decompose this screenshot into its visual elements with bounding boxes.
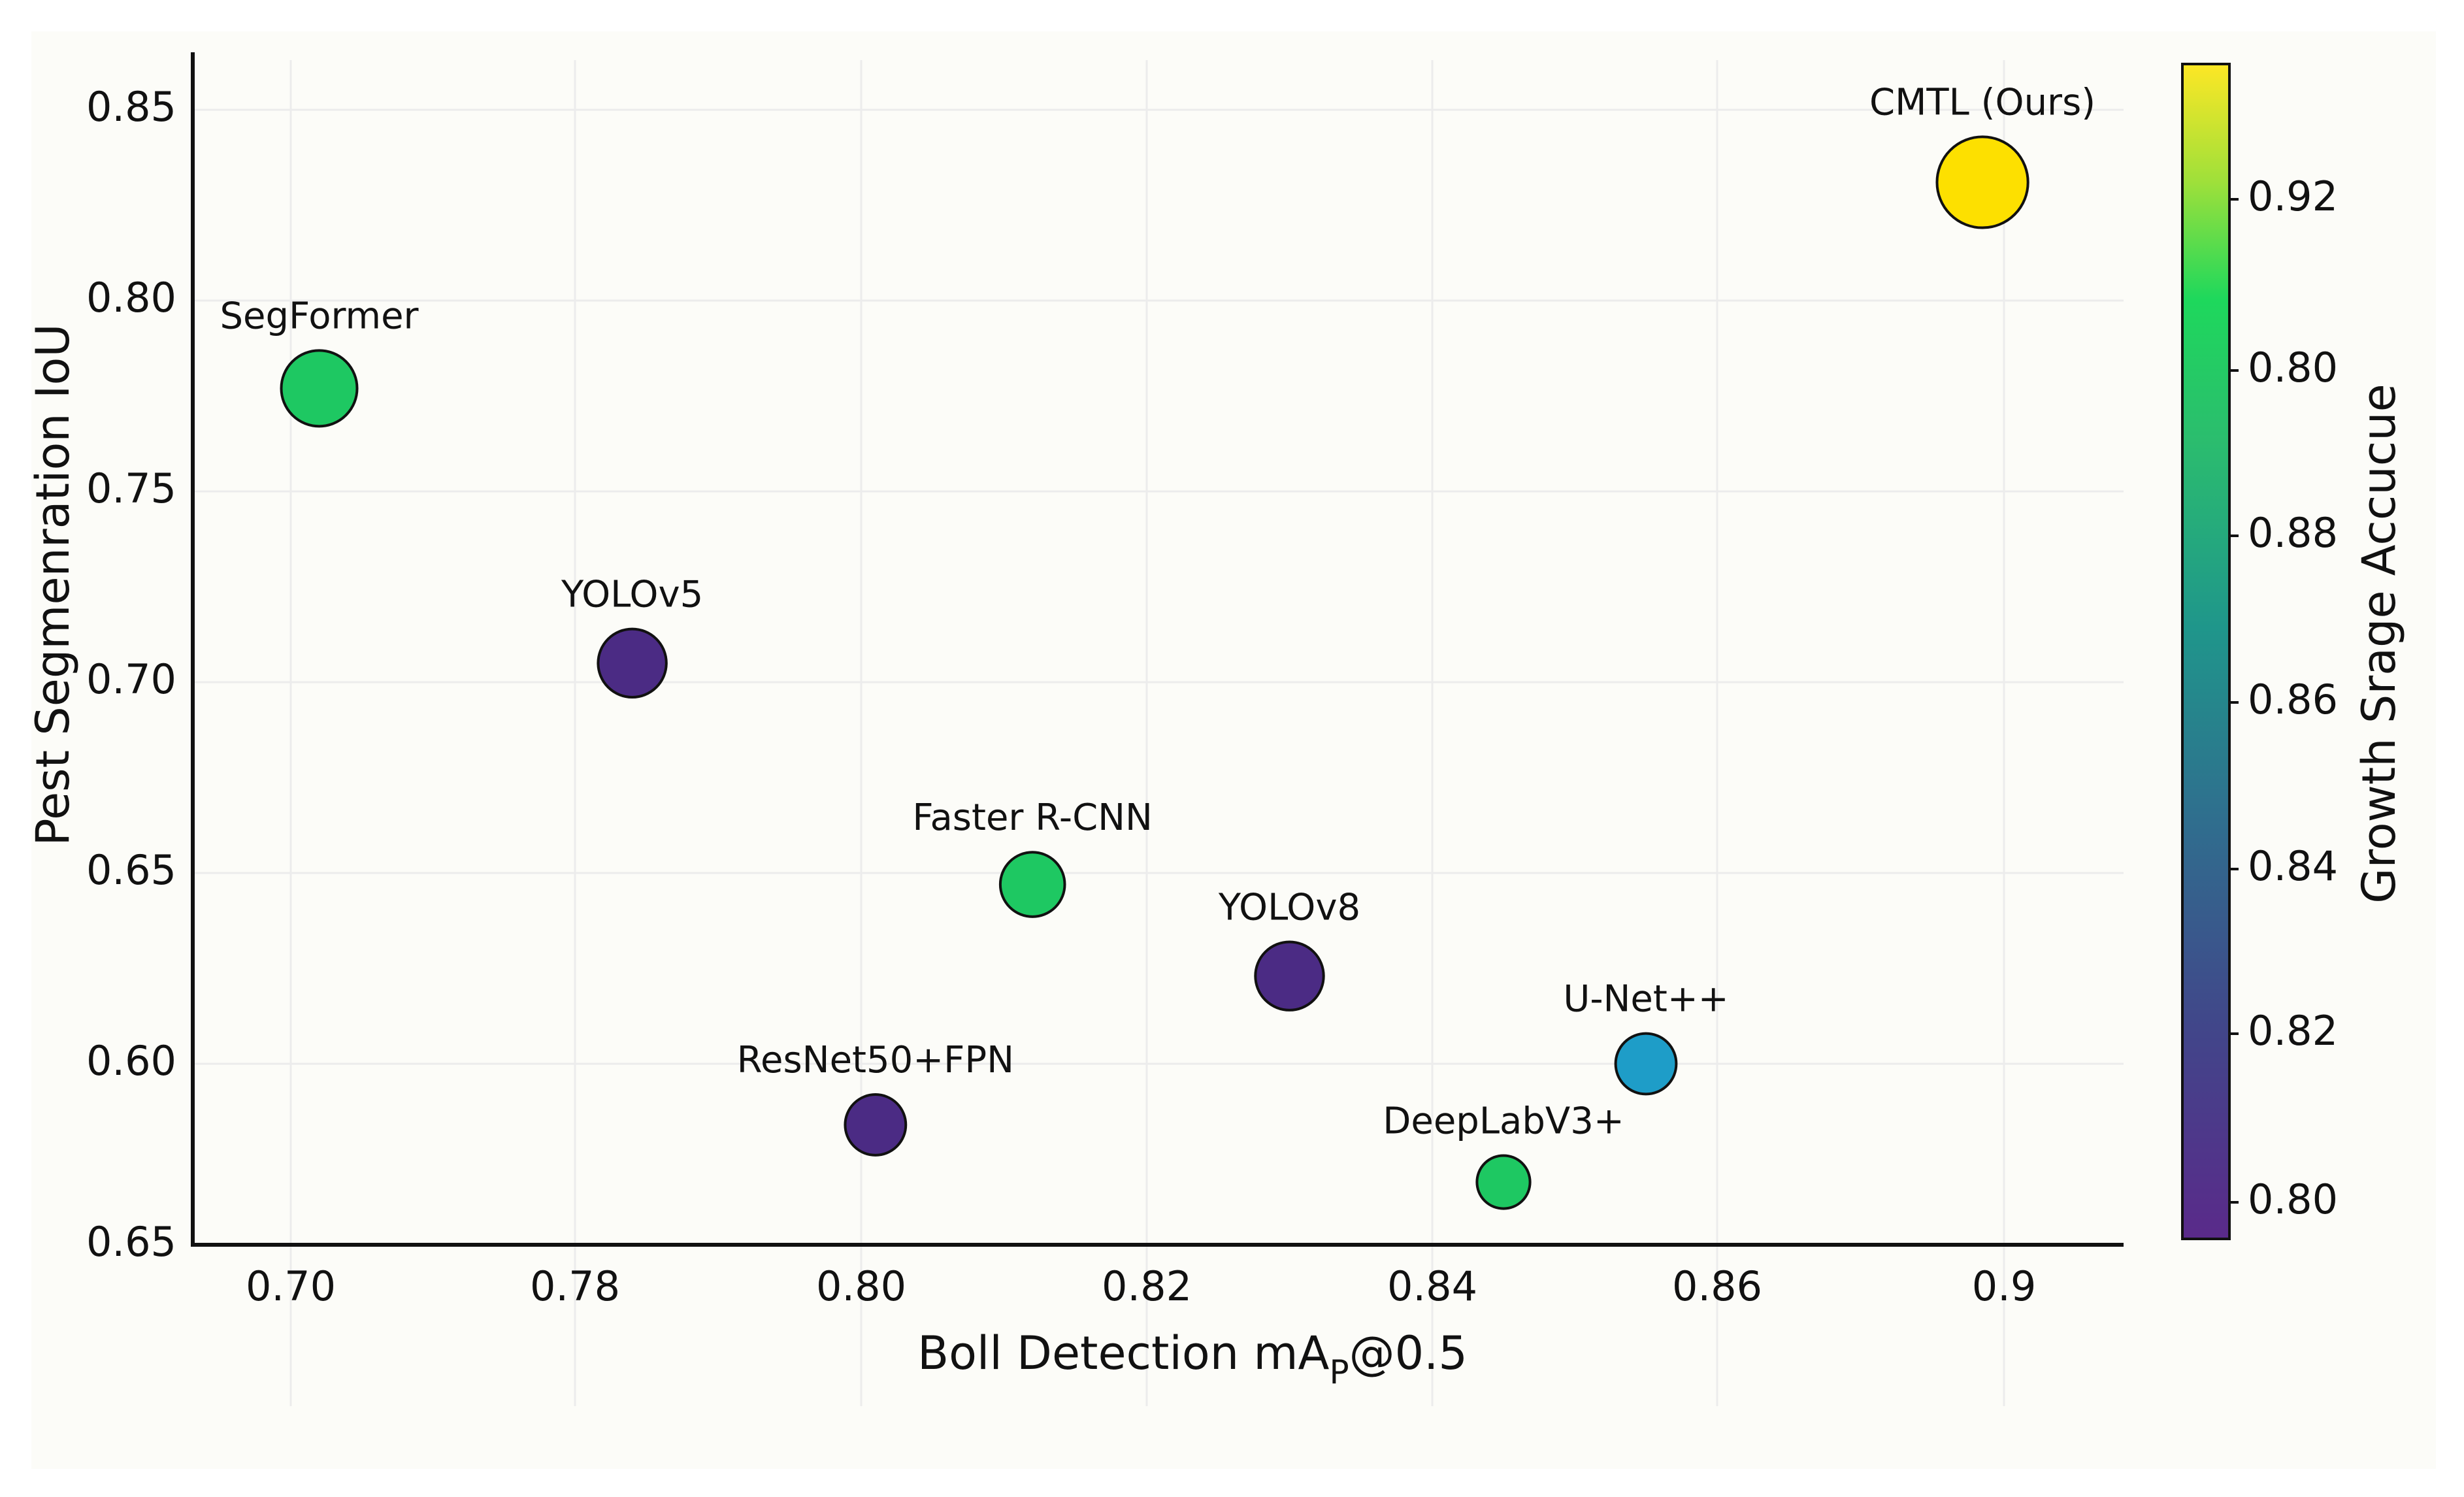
y-tick-label: 0.65 [86,1218,176,1266]
point-label: SegFormer [220,295,419,337]
x-tick-label: 0.78 [530,1262,620,1310]
y-tick-label: 0.70 [86,655,176,703]
y-tick-labels: 0.85 0.80 0.75 0.70 0.65 0.60 0.65 [86,83,176,1266]
colorbar-tick-label: 0.84 [2248,842,2338,890]
point-label: DeepLabV3+ [1383,1100,1624,1142]
gridlines [193,60,2124,1406]
x-axis-label-tail: @0.5 [1349,1326,1468,1380]
point-deeplabv3 [1475,1154,1532,1210]
point-segformer [280,349,359,428]
point-u-net [1614,1032,1678,1096]
y-tick-label: 0.65 [86,846,176,894]
point-resnet50-fpn [844,1093,908,1157]
point-label: YOLOv5 [561,574,703,616]
x-tick-label: 0.9 [1972,1262,2037,1310]
y-tick-label: 0.75 [86,465,176,512]
x-tick-label: 0.80 [816,1262,906,1310]
x-axis-label-subscript: P [1329,1353,1349,1391]
x-tick-label: 0.86 [1672,1262,1762,1310]
x-axis-label-main: Boll Detection mA [917,1326,1329,1380]
x-tick-label: 0.70 [246,1262,336,1310]
colorbar-tick-label: 0.86 [2248,676,2338,723]
colorbar [2181,63,2231,1240]
point-label: YOLOv8 [1218,886,1360,929]
point-label: U-Net++ [1563,978,1728,1021]
point-label: Faster R-CNN [912,797,1153,839]
point-label: ResNet50+FPN [737,1039,1014,1081]
point-faster-r-cnn [998,851,1066,918]
colorbar-tick-label: 0.88 [2248,509,2338,557]
colorbar-tick-label: 0.82 [2248,1007,2338,1055]
colorbar-tick-label: 0.80 [2248,344,2338,391]
colorbar-label: Growth Srage Accucue [2352,384,2406,903]
y-tick-label: 0.60 [86,1037,176,1085]
point-label: CMTL (Ours) [1869,81,2095,123]
x-tick-label: 0.84 [1387,1262,1477,1310]
point-yolov8 [1254,940,1325,1012]
y-tick-label: 0.85 [86,83,176,131]
y-tick-label: 0.80 [86,274,176,321]
colorbar-ticks: 0.92 0.80 0.88 0.86 0.84 0.82 0.80 [2229,173,2338,1223]
point-cmtl-ours [1935,135,2029,229]
point-yolov5 [597,627,668,699]
colorbar-tick-label: 0.92 [2248,173,2338,220]
x-tick-label: 0.82 [1102,1262,1192,1310]
x-tick-labels: 0.70 0.78 0.80 0.82 0.84 0.86 0.9 [246,1262,2036,1310]
y-axis-label: Pest Segmenration IoU [26,323,80,846]
chart-background [31,31,2436,1469]
colorbar-tick-label: 0.80 [2248,1176,2338,1223]
x-axis-label: Boll Detection mAP@0.5 [917,1326,1468,1391]
scatter-points: SegFormer YOLOv5 Faster R-CNN YOLOv8 ResNet5… [220,81,2095,1210]
